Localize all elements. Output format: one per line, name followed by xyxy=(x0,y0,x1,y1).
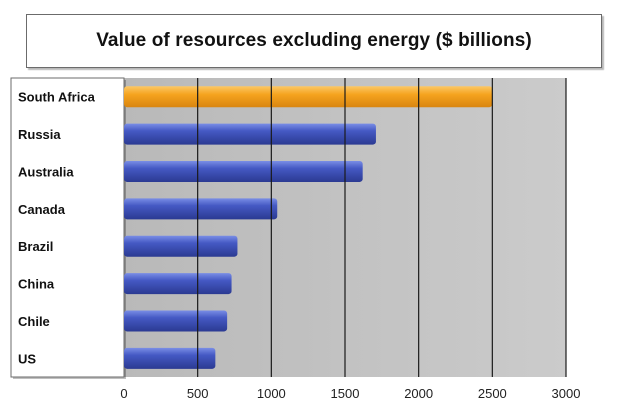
bar-russia xyxy=(124,123,376,145)
x-tick-label: 0 xyxy=(120,386,127,401)
category-label: Chile xyxy=(18,314,50,329)
bar-australia xyxy=(124,160,363,182)
category-label: US xyxy=(18,351,36,366)
x-tick-label: 2000 xyxy=(404,386,433,401)
category-label: Australia xyxy=(18,164,74,179)
x-tick-label: 3000 xyxy=(552,386,581,401)
x-tick-label: 2500 xyxy=(478,386,507,401)
category-label: Brazil xyxy=(18,239,53,254)
category-label: Russia xyxy=(18,127,61,142)
category-label-panel xyxy=(10,77,125,378)
x-tick-label: 1500 xyxy=(331,386,360,401)
bar-south-africa xyxy=(124,86,493,108)
bar-brazil xyxy=(124,235,238,257)
bar-us xyxy=(124,347,216,369)
chart-title: Value of resources excluding energy ($ b… xyxy=(96,30,532,51)
x-tick-label: 1000 xyxy=(257,386,286,401)
category-label: South Africa xyxy=(18,90,96,105)
category-label: Canada xyxy=(18,202,66,217)
bar-china xyxy=(124,273,232,295)
chart-title-box: Value of resources excluding energy ($ b… xyxy=(26,14,602,68)
category-label: China xyxy=(18,277,55,292)
x-tick-label: 500 xyxy=(187,386,209,401)
bar-chile xyxy=(124,310,228,332)
bar-canada xyxy=(124,198,278,220)
